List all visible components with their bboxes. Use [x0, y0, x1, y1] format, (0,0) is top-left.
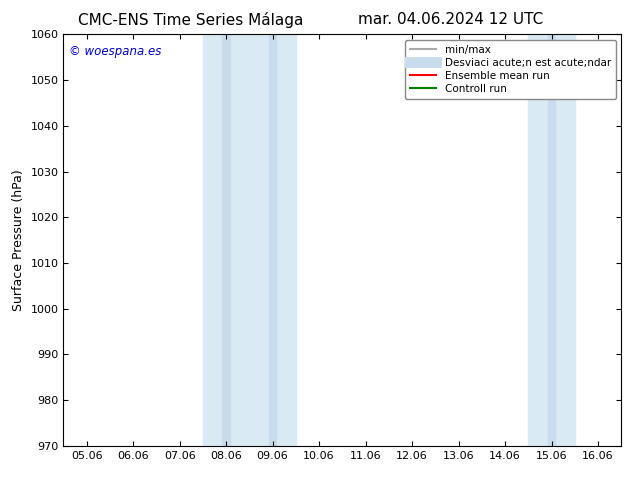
Bar — [548, 34, 555, 446]
Text: CMC-ENS Time Series Málaga: CMC-ENS Time Series Málaga — [77, 12, 303, 28]
Text: mar. 04.06.2024 12 UTC: mar. 04.06.2024 12 UTC — [358, 12, 543, 27]
Text: © woespana.es: © woespana.es — [69, 45, 162, 58]
Legend: min/max, Desviaci acute;n est acute;ndar, Ensemble mean run, Controll run: min/max, Desviaci acute;n est acute;ndar… — [405, 40, 616, 99]
Bar — [223, 34, 230, 446]
Bar — [269, 34, 276, 446]
Bar — [203, 34, 249, 446]
Bar — [249, 34, 296, 446]
Bar — [528, 34, 575, 446]
Y-axis label: Surface Pressure (hPa): Surface Pressure (hPa) — [12, 169, 25, 311]
